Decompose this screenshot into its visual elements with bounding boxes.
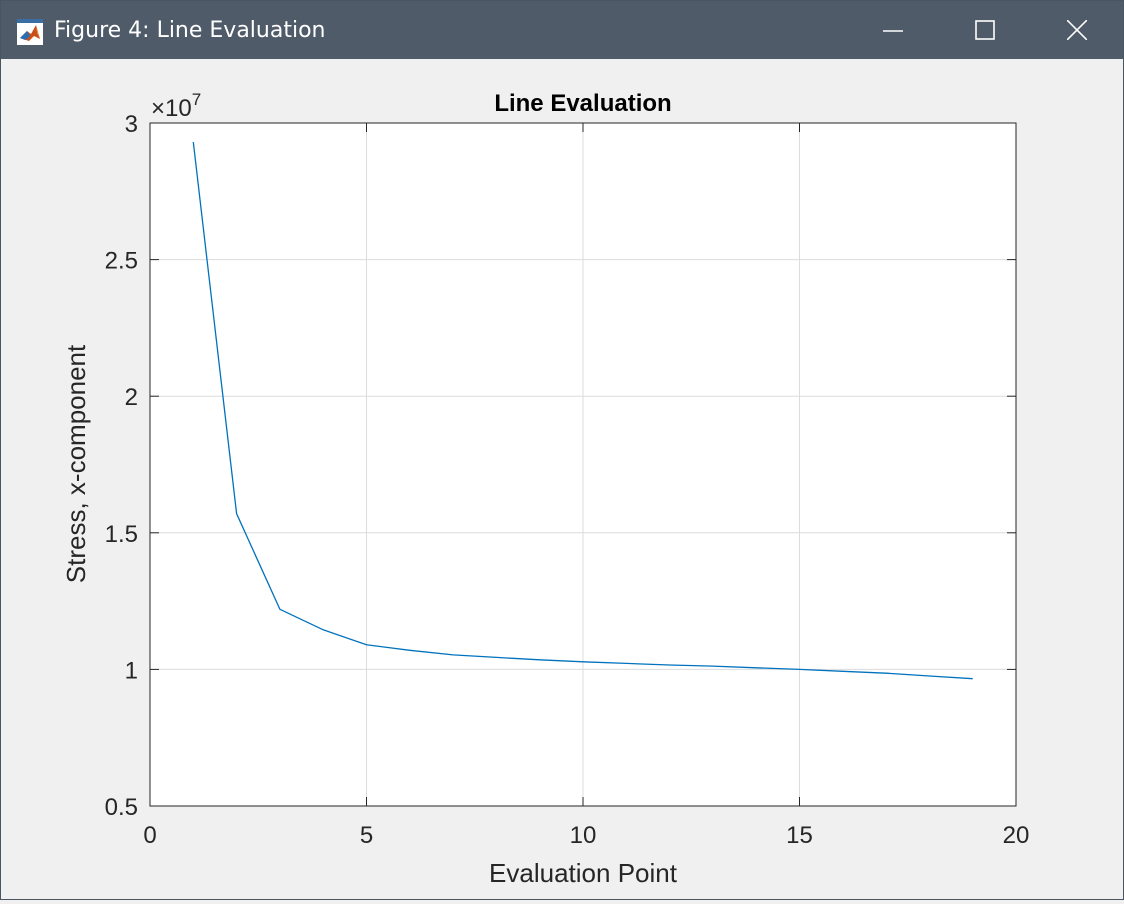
x-tick-label: 0 (143, 822, 156, 849)
line-chart[interactable]: 0 5 10 15 20 0.5 1 1.5 2 2.5 3 Line Evaluation ×10… (1, 59, 1123, 899)
title-bar[interactable]: Figure 4: Line Evaluation (1, 1, 1123, 59)
matlab-icon (17, 19, 43, 45)
y-tick-label: 0.5 (105, 794, 138, 821)
series-line[interactable] (192, 142, 973, 680)
x-tick-label: 10 (570, 822, 597, 849)
y-tick-label: 2 (125, 384, 138, 411)
maximize-button[interactable] (939, 1, 1031, 59)
y-tick-label: 1 (125, 657, 138, 684)
y-axis-label: Stress, x-component (61, 344, 91, 583)
minimize-button[interactable] (847, 1, 939, 59)
close-icon (1067, 20, 1087, 40)
exponent-power: 7 (192, 90, 201, 109)
x-tick-label: 20 (1003, 822, 1030, 849)
figure-canvas: 0 5 10 15 20 0.5 1 1.5 2 2.5 3 Line Evaluation ×10… (1, 59, 1123, 899)
exponent-base: ×10 (151, 95, 192, 122)
maximize-icon (975, 20, 995, 40)
x-tick-label: 5 (360, 822, 373, 849)
y-exponent-label: ×107 (151, 90, 201, 122)
y-tick-label: 2.5 (105, 248, 138, 275)
x-tick-label: 15 (786, 822, 813, 849)
x-axis-label: Evaluation Point (489, 858, 678, 888)
minimize-icon (883, 30, 903, 32)
y-tick-label: 3 (125, 111, 138, 138)
window-title: Figure 4: Line Evaluation (54, 18, 326, 43)
close-button[interactable] (1031, 1, 1123, 59)
y-tick-label: 1.5 (105, 521, 138, 548)
chart-title: Line Evaluation (494, 90, 671, 117)
